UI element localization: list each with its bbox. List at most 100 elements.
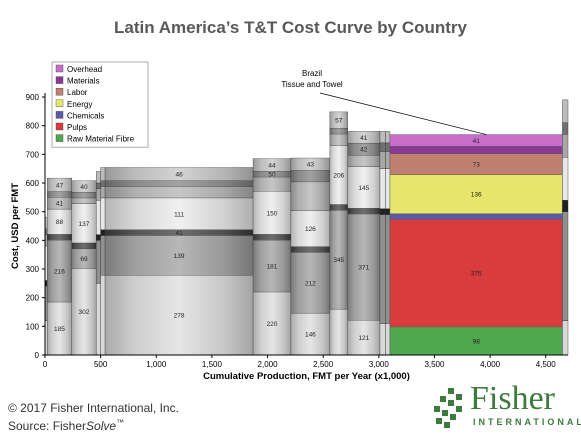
x-tick-label: 1,500 [202,360,223,369]
bar-shading [105,167,254,181]
bar-shading [290,313,330,355]
bar-shading [290,158,330,171]
bar-shading [347,213,380,321]
bar-9: 121 371 145 42 41 [347,131,381,356]
bar-shading [329,111,348,129]
bar-segment-labor [95,188,101,201]
bar-shading [47,209,72,235]
data-label: 47 [56,182,64,189]
bar-segment-overhead [100,167,106,181]
y-tick-label: 0 [35,351,40,360]
annotation-leader [319,92,487,135]
data-label: 41 [56,201,64,208]
bar-segment-raw-material-fibre [100,275,106,356]
legend-swatch [55,111,64,119]
y-tick-label: 700 [26,150,40,159]
bar-segment-overhead [95,171,101,184]
bar-segment-energy [379,168,386,210]
bar-shading [71,180,97,193]
bar-segment-materials [562,122,569,135]
bar-segment-materials [389,146,563,154]
bar-segment-chemicals [379,208,386,215]
logo-subtitle: INTERNATIONAL [473,417,581,427]
data-label: 121 [358,335,369,342]
bar-segment-raw-material-fibre [389,326,563,356]
bar-shading [71,242,97,249]
bar-segment-pulps [95,240,101,284]
bar-shading [329,309,348,355]
x-tick-label: 0 [43,360,48,369]
legend-swatch [55,134,64,142]
bar-segment-overhead [562,99,569,124]
bar-shading [71,248,97,269]
bar-shading [71,268,97,355]
data-label: 145 [358,185,369,192]
bar-shading [253,191,291,235]
bar-segment-energy [95,199,101,235]
legend-box [51,61,149,148]
data-label: 41 [175,230,183,237]
source-text: Source: FisherSolve™ [8,418,124,433]
bar-segment-labor [385,151,391,169]
data-label: 42 [360,147,368,154]
bar-segment-raw-material-fibre [562,320,569,356]
bar-segment-energy [385,168,391,210]
bar-segment-labor [562,134,569,158]
bar-segment-chemicals [100,229,106,236]
data-label: 220 [267,321,278,328]
bar-12: 98 375 136 73 41 [389,134,563,356]
bar-shading [290,170,330,182]
bar-shading [47,191,72,198]
annotation-text: Tissue and Towel [281,80,343,89]
bar-shading [290,181,330,211]
bar-shading [47,197,72,210]
data-label: 41 [360,135,368,142]
data-label: 44 [268,162,276,169]
bar-segment-pulps [379,214,386,324]
logo-name: Fisher [470,380,555,417]
data-label: 88 [56,219,64,226]
bar-shading [47,234,72,241]
data-label: 57 [335,118,343,125]
y-tick-label: 800 [26,122,40,131]
bar-shading [47,178,72,192]
legend-label: Overhead [67,65,102,74]
fisher-logo: Fisher INTERNATIONAL [432,380,581,432]
bar-4 [100,167,106,356]
x-tick-label: 4,500 [536,360,557,369]
bar-segment-energy [562,156,569,201]
data-label: 46 [175,172,183,179]
legend-label: Materials [67,77,99,86]
bar-segment-chemicals [95,234,101,241]
bar-segment-chemicals [389,213,563,220]
bar-shading [329,145,348,205]
bar-segment-energy [100,197,106,230]
bar-shading [347,208,380,214]
bar-segment-pulps [389,219,563,328]
bar-shading [253,176,291,192]
data-label: 40 [80,184,88,191]
bar-shading [347,320,380,355]
data-label: 126 [305,226,316,233]
data-label: 69 [80,256,88,263]
data-label: 146 [305,332,316,339]
x-tick-label: 3,000 [369,360,390,369]
y-tick-label: 600 [26,179,40,188]
data-label: 136 [471,192,482,199]
data-label: 278 [174,313,185,320]
data-label: 212 [305,280,316,287]
bar-5: 278 139 41 111 46 [104,167,254,356]
data-label: 371 [358,265,369,272]
legend-label: Chemicals [67,111,104,120]
bar-shading [47,240,72,302]
legend-swatch [55,99,64,108]
bar-segment-overhead [385,131,391,144]
data-label: 345 [333,257,344,264]
data-label: 50 [268,172,276,179]
bar-shading [105,229,254,236]
data-label: 216 [54,269,65,276]
bar-shading [347,155,380,167]
bar-shading [71,192,97,198]
data-label: 73 [473,162,481,169]
